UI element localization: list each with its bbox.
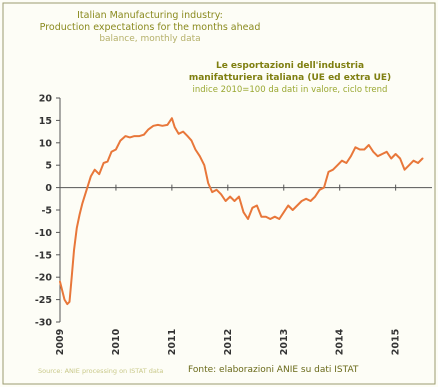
y-tick-label-1: 15 xyxy=(39,116,52,127)
x-tick-label-4: 2013 xyxy=(279,329,290,355)
x-tick-label-0: 2009 xyxy=(55,329,66,355)
chart-title-line-1: Italian Manufacturing industry: xyxy=(77,10,223,21)
source-note-italian: Fonte: elaborazioni ANIE su dati ISTAT xyxy=(188,365,359,375)
y-tick-label-2: 10 xyxy=(39,138,53,149)
italian-subtitle: indice 2010=100 da dati in valore, ciclo… xyxy=(192,85,388,95)
y-tick-label-5: -5 xyxy=(41,206,52,217)
series-line-0 xyxy=(59,117,424,306)
chart-subtitle: balance, monthly data xyxy=(99,34,201,44)
y-tick-label-7: -15 xyxy=(35,250,52,261)
source-note-english: Source: ANIE processing on ISTAT data xyxy=(38,367,164,375)
x-tick-label-1: 2010 xyxy=(111,328,122,355)
y-tick-label-0: 20 xyxy=(39,94,53,105)
y-tick-label-4: 0 xyxy=(45,183,52,194)
x-tick-label-6: 2015 xyxy=(391,329,402,355)
y-tick-label-3: 5 xyxy=(45,161,52,172)
x-tick-label-3: 2012 xyxy=(223,329,234,355)
y-tick-label-10: -30 xyxy=(35,318,53,329)
y-tick-label-6: -10 xyxy=(35,228,53,239)
italian-title-line-2: manifatturiera italiana (UE ed extra UE) xyxy=(188,73,392,83)
italian-title-line-1: Le esportazioni dell'industria xyxy=(215,61,365,71)
chart-title-line-2: Production expectations for the months a… xyxy=(39,22,261,33)
x-tick-label-2: 2011 xyxy=(167,329,178,355)
x-tick-label-5: 2014 xyxy=(335,328,346,355)
y-tick-label-8: -20 xyxy=(35,273,53,284)
y-tick-label-9: -25 xyxy=(35,295,52,306)
